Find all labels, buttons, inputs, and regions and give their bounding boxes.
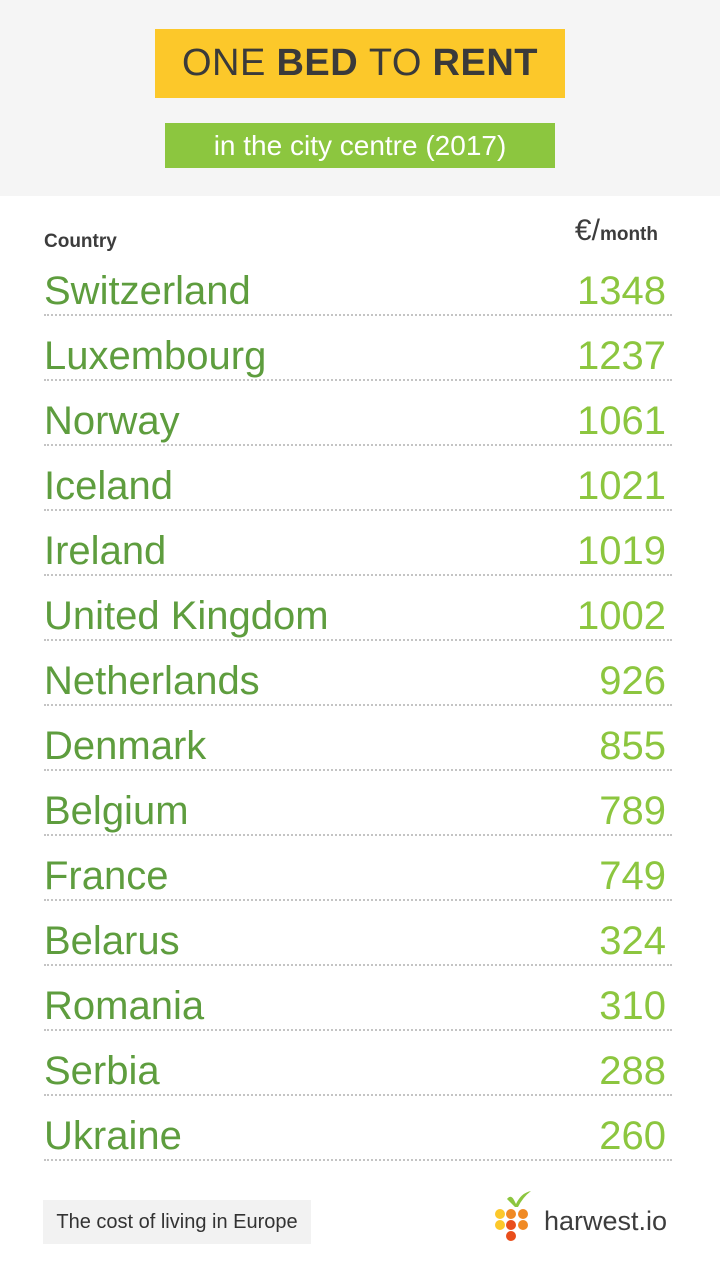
category-label: Netherlands [44,659,260,703]
bar [44,1093,157,1097]
bar [44,508,445,512]
category-label: Belgium [44,789,189,833]
unit-slash: / [591,214,600,247]
chart-row: Norway 1061 [0,399,720,464]
chart-row: Luxembourg 1237 [0,334,720,399]
chart-row: Iceland 1021 [0,464,720,529]
category-label: France [44,854,169,898]
chart-row: Netherlands 926 [0,659,720,724]
bar [44,898,338,902]
value-label: 926 [599,659,666,703]
chart-row: Ukraine 260 [0,1114,720,1179]
bar [44,313,573,317]
bar [44,638,437,642]
category-label: Belarus [44,919,180,963]
page-subtitle: in the city centre (2017) [165,123,555,168]
value-label: 324 [599,919,666,963]
brand-logo: harwest.io [492,1190,682,1250]
row-divider [44,1029,672,1031]
bar [44,768,380,772]
header-banner: ONE BED TO RENT in the city centre (2017… [0,0,720,196]
chart-row: United Kingdom 1002 [0,594,720,659]
brand-name: harwest.io [544,1206,668,1236]
page-title: ONE BED TO RENT [155,29,565,98]
chart-row: Romania 310 [0,984,720,1049]
row-divider [44,834,672,836]
value-label: 749 [599,854,666,898]
bar [44,703,407,707]
category-label: Switzerland [44,269,251,313]
chart-row: Switzerland 1348 [0,269,720,334]
value-label: 789 [599,789,666,833]
category-label: Ukraine [44,1114,182,1158]
row-divider [44,1159,672,1161]
value-label: 1061 [577,399,666,443]
currency-symbol: € [574,214,592,247]
bar [44,1028,166,1032]
unit-period: month [599,224,658,245]
value-label: 310 [599,984,666,1028]
title-word-rent: RENT [432,42,538,84]
bar [44,378,530,382]
value-label: 288 [599,1049,666,1093]
country-column-header: Country [44,231,117,252]
bar [44,1158,146,1162]
category-label: Denmark [44,724,207,768]
chart-row: Belarus 324 [0,919,720,984]
row-divider [44,964,672,966]
chart-row: Denmark 855 [0,724,720,789]
category-label: Ireland [44,529,167,573]
title-word-one: ONE [181,42,266,84]
value-label: 1237 [577,334,666,378]
row-divider [44,899,672,901]
title-word-to: TO [368,42,422,84]
category-label: Norway [44,399,180,443]
row-divider [44,1094,672,1096]
bar [44,443,460,447]
unit-column-header: €/month [575,214,658,248]
value-label: 1021 [577,464,666,508]
category-label: Serbia [44,1049,160,1093]
value-label: 855 [599,724,666,768]
chart-row: Ireland 1019 [0,529,720,594]
category-label: United Kingdom [44,594,329,638]
title-word-bed: BED [276,42,359,84]
value-label: 1019 [577,529,666,573]
value-label: 1002 [577,594,666,638]
bar [44,963,171,967]
value-label: 260 [599,1114,666,1158]
category-label: Luxembourg [44,334,267,378]
chart-row: Belgium 789 [0,789,720,854]
footer-tagline: The cost of living in Europe [43,1200,311,1244]
category-label: Romania [44,984,205,1028]
category-label: Iceland [44,464,173,508]
bar [44,833,354,837]
chart-row: France 749 [0,854,720,919]
value-label: 1348 [577,269,666,313]
harwest-logo-icon [495,1191,531,1241]
bar [44,573,444,577]
chart-row: Serbia 288 [0,1049,720,1114]
